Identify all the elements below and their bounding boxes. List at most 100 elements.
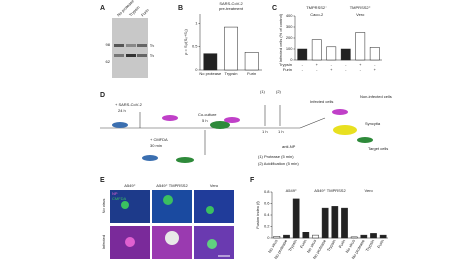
x-tick-label: Trypsin xyxy=(364,239,375,253)
diagram-label: anti-NP xyxy=(282,144,296,149)
column-label: A549⁺ xyxy=(124,183,135,188)
diagram-label: Non-infected cells xyxy=(360,94,392,99)
gel-image xyxy=(112,18,148,78)
y-tick-label: 0 xyxy=(290,57,293,62)
row-value: + xyxy=(316,62,319,67)
cell xyxy=(121,201,129,209)
gel-band xyxy=(114,54,124,57)
bar xyxy=(379,234,387,239)
row-value: - xyxy=(316,67,318,72)
diagram-label: Infected cells xyxy=(310,99,333,104)
gel-band xyxy=(137,44,147,47)
x-tick-label: Trypsin xyxy=(326,239,337,253)
diagram xyxy=(100,105,326,155)
y-tick-label: 300 xyxy=(286,24,293,29)
diagram-label: Syncytia xyxy=(365,121,381,126)
bar xyxy=(369,47,380,61)
bar xyxy=(273,236,281,239)
bar xyxy=(321,207,329,239)
x-tick-label: No virus xyxy=(306,239,318,254)
row-name: Furin xyxy=(283,67,292,72)
bar xyxy=(326,46,337,61)
column-label: A549⁺ TMPRSS2 xyxy=(156,183,188,188)
cell xyxy=(163,195,173,205)
chart-title: SARS-CoV-2 xyxy=(219,1,243,6)
x-tick-label: Trypsin xyxy=(225,71,238,76)
diagram-label: + CMFDA xyxy=(150,137,168,142)
x-tick-label: No virus xyxy=(344,239,356,254)
panel-label: F xyxy=(250,177,255,184)
marker-label: 98 xyxy=(106,42,111,47)
panel-label: D xyxy=(100,92,105,99)
gel-band xyxy=(137,54,147,57)
column-label: Vero xyxy=(210,183,219,188)
cell xyxy=(112,122,128,128)
syncytium xyxy=(333,125,357,135)
diagram-label: Co-culture xyxy=(198,112,217,117)
bar xyxy=(244,52,259,71)
bar xyxy=(350,236,358,239)
legend-label: CMFDA xyxy=(112,196,127,201)
cell xyxy=(357,137,373,143)
cell xyxy=(207,239,217,249)
y-tick-label: 0.2 xyxy=(264,224,270,229)
y-axis-label: ρ = S₂/(S₀+S₂) xyxy=(183,28,188,54)
marker-label: 62 xyxy=(106,59,111,64)
x-tick-label: Trypsin xyxy=(287,239,298,253)
panel-label: A xyxy=(100,5,105,12)
band-label: S₀ xyxy=(150,43,155,48)
diagram-label: Target cells xyxy=(368,146,388,151)
diagram-label: 5 h xyxy=(202,118,208,123)
cell xyxy=(162,115,178,121)
bar xyxy=(283,234,290,239)
cell xyxy=(125,237,135,247)
y-tick-label: 0.8 xyxy=(264,189,270,194)
bar xyxy=(340,48,351,61)
chart-subtitle: pre-treatment xyxy=(219,6,244,11)
row-label: Infected xyxy=(101,235,106,249)
panel-label: E xyxy=(100,177,105,184)
row-value: + xyxy=(374,67,377,72)
row-value: - xyxy=(360,67,362,72)
y-tick-label: 400 xyxy=(286,13,293,18)
cell xyxy=(332,109,348,115)
syncytium xyxy=(165,231,179,245)
gel-band xyxy=(126,54,136,57)
arrow xyxy=(299,117,326,129)
micrographs xyxy=(110,190,234,259)
row-value: - xyxy=(374,62,376,67)
group-label: A549⁺ xyxy=(286,188,297,193)
y-tick-label: 0.4 xyxy=(264,212,270,217)
bar xyxy=(331,206,339,239)
diagram-label: + SARS-CoV-2 xyxy=(115,102,143,107)
cell xyxy=(206,206,214,214)
cell xyxy=(224,117,240,123)
legend-label: NP xyxy=(112,191,118,196)
band-label: S₂ xyxy=(150,53,155,58)
y-tick-label: 0 xyxy=(267,235,270,240)
group-label: Vero xyxy=(356,12,365,17)
panel-label: C xyxy=(272,5,277,12)
bar xyxy=(370,233,377,239)
bar xyxy=(224,26,238,71)
bar xyxy=(203,53,218,71)
diagram-label: (2) xyxy=(276,89,282,94)
x-tick-label: No protease xyxy=(199,71,222,76)
bar xyxy=(302,232,310,239)
cell xyxy=(210,121,230,129)
bar xyxy=(297,48,308,61)
gel-band xyxy=(114,44,124,47)
x-tick-label: Furin xyxy=(299,239,308,249)
x-tick-label: No virus xyxy=(267,239,279,254)
gel-band xyxy=(126,44,136,47)
y-axis-label: Infected cells (% of control) xyxy=(278,13,283,62)
bar xyxy=(360,234,368,239)
diagram-label: (2) Acidification (5 min) xyxy=(258,161,299,166)
diagram-label: 24 h xyxy=(118,108,126,113)
row-name: Trypsin xyxy=(279,62,292,67)
y-tick-label: 1 xyxy=(195,20,198,25)
group-label: Vero xyxy=(365,188,374,193)
bar xyxy=(312,234,319,239)
panel-label: B xyxy=(178,5,183,12)
cell xyxy=(142,155,158,161)
